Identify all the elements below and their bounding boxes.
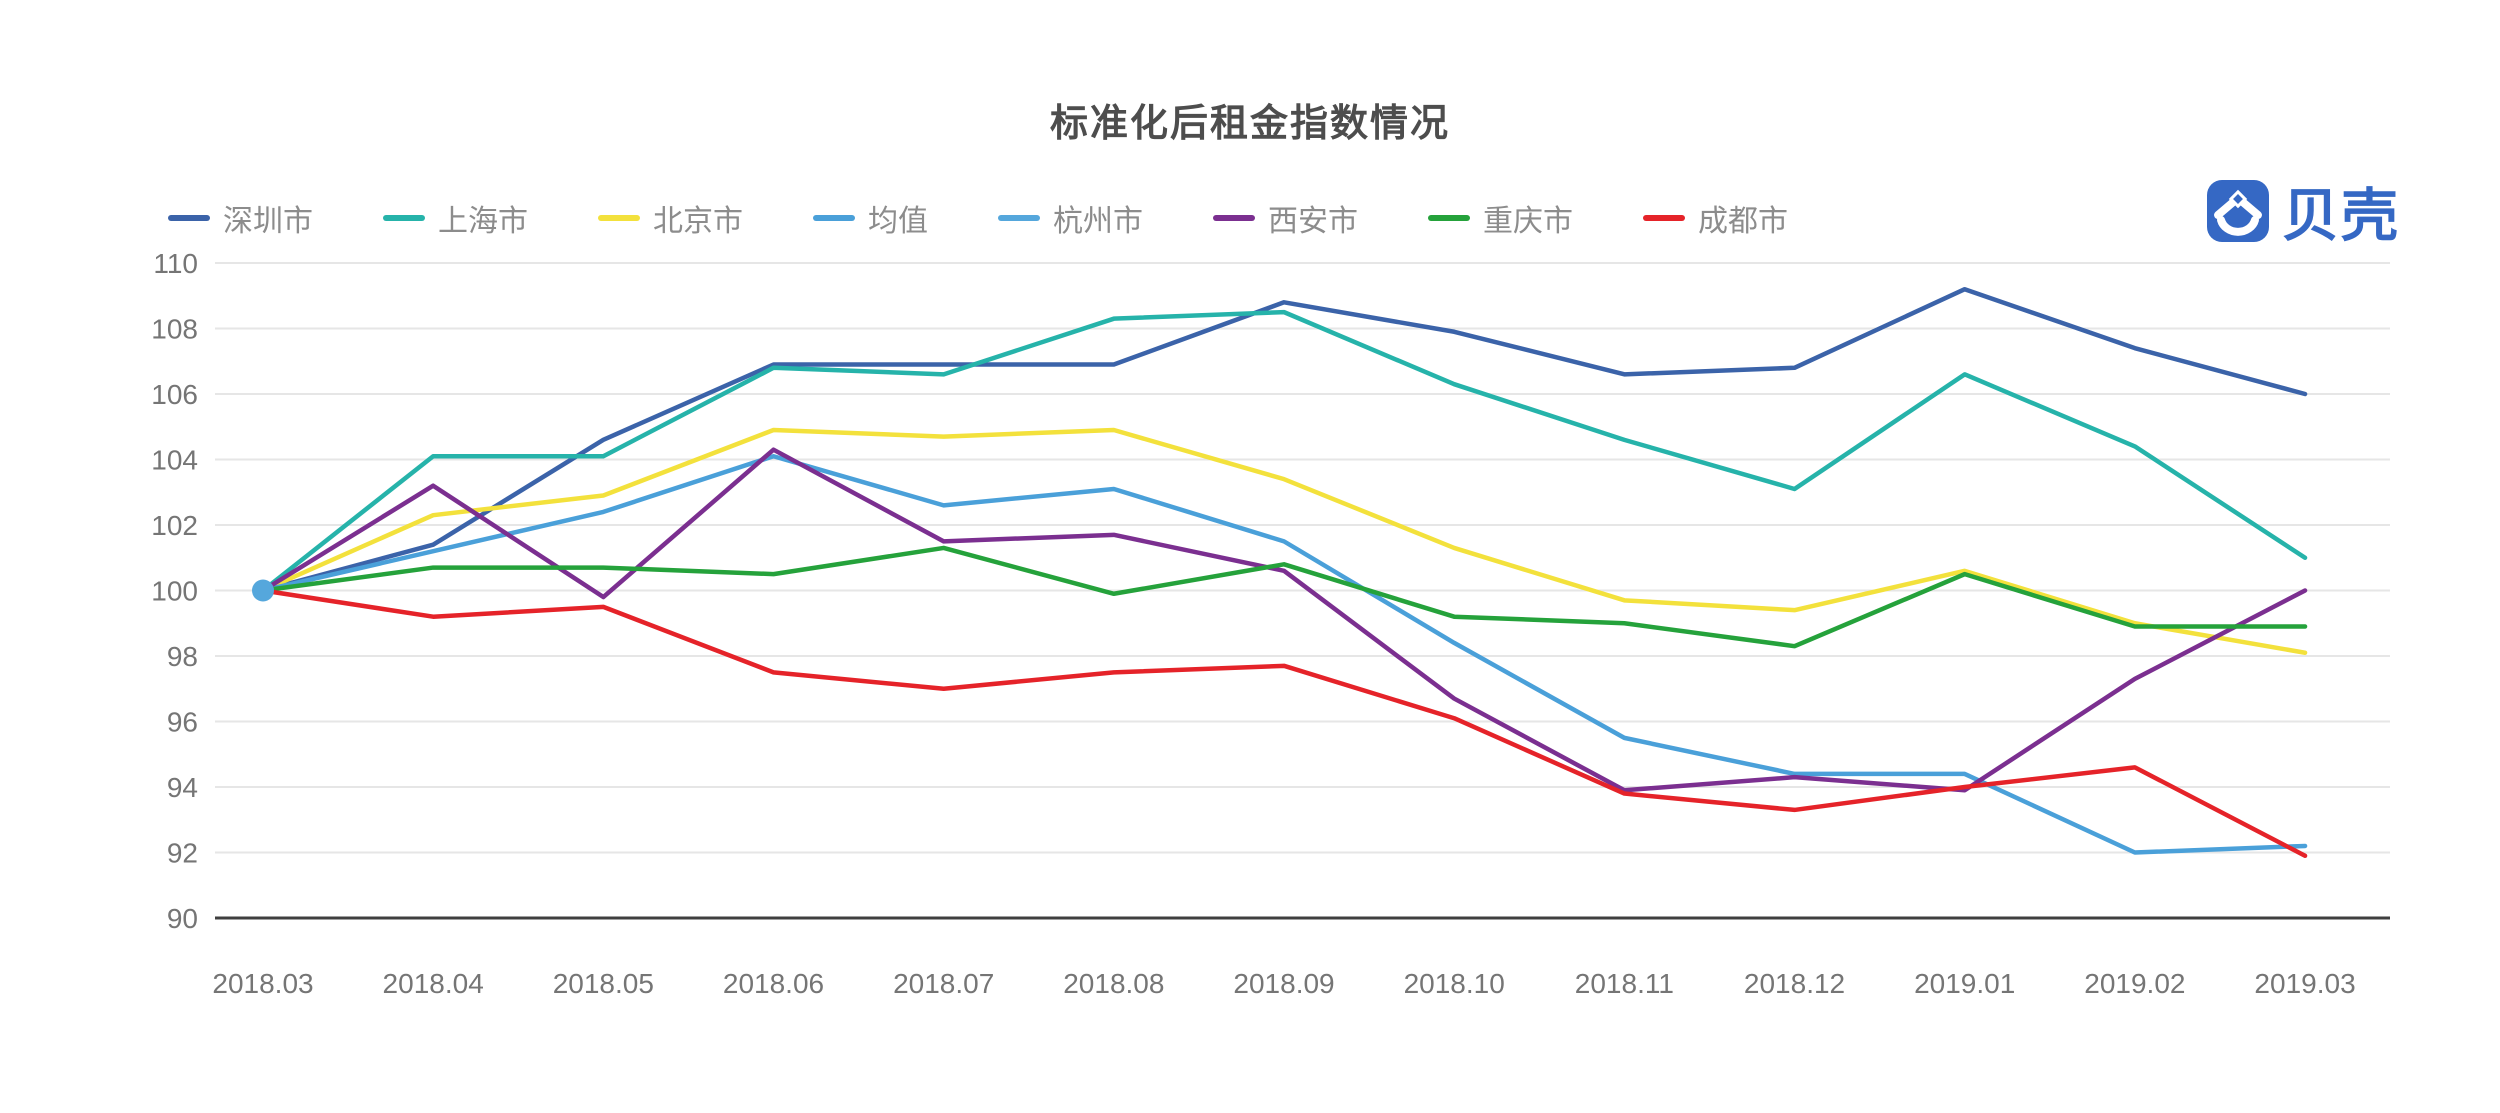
- y-axis-tick-label: 102: [151, 510, 198, 541]
- legend-item-2[interactable]: 北京市: [598, 196, 743, 240]
- legend-line-swatch: [383, 215, 425, 221]
- chart-title: 标准化后租金指数情况: [1049, 103, 1450, 145]
- y-axis-tick-label: 100: [151, 576, 198, 607]
- x-axis-tick-label: 2018.05: [553, 968, 654, 999]
- x-axis-tick-label: 2018.06: [723, 968, 824, 999]
- series-line-7: [260, 588, 2308, 859]
- y-axis-tick-label: 96: [167, 707, 198, 738]
- series-point-marker-4: [252, 579, 274, 602]
- x-axis-tick-label: 2018.10: [1404, 968, 1505, 999]
- y-axis-tick-label: 94: [167, 772, 198, 803]
- series-line-6: [260, 545, 2308, 649]
- y-axis-tick-label: 110: [153, 248, 198, 279]
- y-axis-tick-label: 106: [151, 379, 198, 410]
- legend-line-swatch: [168, 215, 210, 221]
- legend-item-4[interactable]: 杭州市: [998, 196, 1143, 240]
- y-axis-tick-label: 108: [151, 314, 198, 345]
- x-axis-tick-label: 2018.04: [383, 968, 484, 999]
- series-line-3: [260, 453, 2308, 855]
- legend-label: 北京市: [653, 205, 743, 238]
- y-axis-tick-label: 90: [167, 903, 198, 934]
- legend-line-swatch: [1643, 215, 1685, 221]
- series-line-2: [260, 427, 2308, 655]
- x-axis-tick-label: 2018.12: [1744, 968, 1845, 999]
- x-axis-tick-label: 2018.08: [1063, 968, 1164, 999]
- x-axis-tick-label: 2019.03: [2254, 968, 2355, 999]
- legend-item-0[interactable]: 深圳市: [168, 196, 313, 240]
- legend-label: 杭州市: [1053, 205, 1143, 238]
- legend-label: 西安市: [1268, 205, 1358, 238]
- y-axis-tick-label: 98: [167, 641, 198, 672]
- legend-line-swatch: [998, 215, 1040, 221]
- chart-legend: 深圳市 上海市 北京市 均值 杭州市 西安市 重庆市 成都市: [168, 196, 1788, 240]
- legend-line-swatch: [1428, 215, 1470, 221]
- x-axis-tick-label: 2019.01: [1914, 968, 2015, 999]
- legend-item-1[interactable]: 上海市: [383, 196, 528, 240]
- beike-logo-text: 贝壳: [2282, 184, 2400, 248]
- x-axis-tick-label: 2018.07: [893, 968, 994, 999]
- x-axis-tick-label: 2018.11: [1575, 968, 1674, 999]
- beike-shell-icon: [2207, 180, 2269, 242]
- beike-logo: 贝壳: [2206, 170, 2400, 252]
- series-line-0: [260, 286, 2308, 593]
- series-line-5: [260, 447, 2308, 793]
- legend-label: 重庆市: [1483, 205, 1573, 238]
- y-axis-tick-label: 92: [167, 838, 198, 869]
- legend-line-swatch: [598, 215, 640, 221]
- legend-item-7[interactable]: 成都市: [1643, 196, 1788, 240]
- legend-label: 成都市: [1698, 205, 1788, 238]
- legend-label: 均值: [868, 205, 928, 238]
- legend-line-swatch: [1213, 215, 1255, 221]
- series-line-1: [260, 309, 2308, 593]
- legend-label: 上海市: [438, 205, 528, 238]
- x-axis-tick-label: 2018.03: [212, 968, 313, 999]
- legend-item-3[interactable]: 均值: [813, 196, 928, 240]
- legend-item-6[interactable]: 重庆市: [1428, 196, 1573, 240]
- x-axis-tick-label: 2018.09: [1233, 968, 1334, 999]
- x-axis-tick-label: 2019.02: [2084, 968, 2185, 999]
- legend-item-5[interactable]: 西安市: [1213, 196, 1358, 240]
- legend-label: 深圳市: [223, 205, 313, 238]
- legend-line-swatch: [813, 215, 855, 221]
- y-axis-tick-label: 104: [151, 445, 198, 476]
